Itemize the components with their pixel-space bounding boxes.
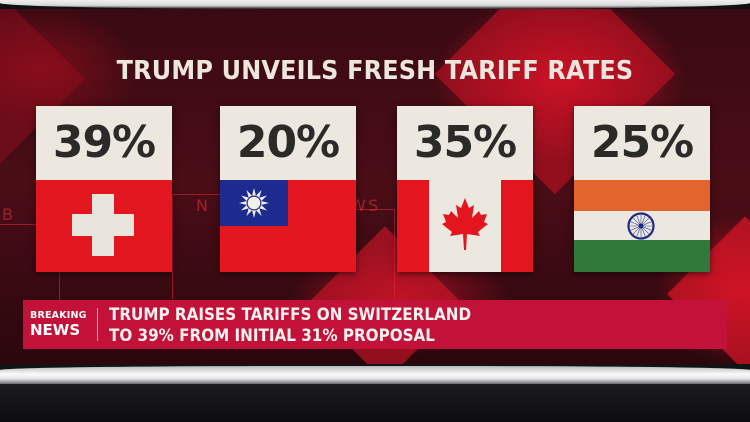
- taiwan-flag-icon: [220, 180, 356, 272]
- ticker-divider: [97, 308, 98, 341]
- swiss-flag-icon: [36, 180, 172, 272]
- tariff-rate: 20%: [220, 106, 356, 180]
- ticker-headline: TRUMP RAISES TARIFFS ON SWITZERLAND TO 3…: [109, 304, 471, 346]
- maple-leaf-icon: [442, 198, 488, 250]
- studio-top-light: [0, 0, 750, 9]
- tariff-card-taiwan: 20%: [220, 106, 356, 272]
- tariff-card-india: 25%: [574, 106, 710, 272]
- tariff-rate: 39%: [36, 106, 172, 180]
- tariff-rate: 25%: [574, 106, 710, 180]
- headline: TRUMP UNVEILS FRESH TARIFF RATES: [116, 56, 634, 86]
- tariff-card-canada: 35%: [397, 106, 533, 272]
- sun-icon: [239, 188, 269, 218]
- india-flag-icon: [574, 180, 710, 272]
- canada-flag-icon: [397, 180, 533, 272]
- breaking-news-label: BREAKING NEWS: [30, 310, 87, 339]
- breaking-news-banner: BREAKING NEWS TRUMP RAISES TARIFFS ON SW…: [23, 300, 727, 349]
- tariff-card-switzerland: 39%: [36, 106, 172, 272]
- bg-outline: [350, 209, 395, 299]
- ticker-line-2: TO 39% FROM INITIAL 31% PROPOSAL: [109, 325, 435, 345]
- bg-letter: B: [2, 205, 13, 224]
- ticker-line-1: TRUMP RAISES TARIFFS ON SWITZERLAND: [109, 304, 472, 324]
- ashoka-chakra-icon: [627, 212, 655, 240]
- tariff-rate: 35%: [397, 106, 533, 180]
- desk-light-strip: [0, 366, 750, 384]
- desk-front: [0, 384, 750, 422]
- bg-outline: [172, 194, 220, 299]
- bg-letter: N: [196, 196, 208, 215]
- bg-letter: S: [368, 196, 379, 215]
